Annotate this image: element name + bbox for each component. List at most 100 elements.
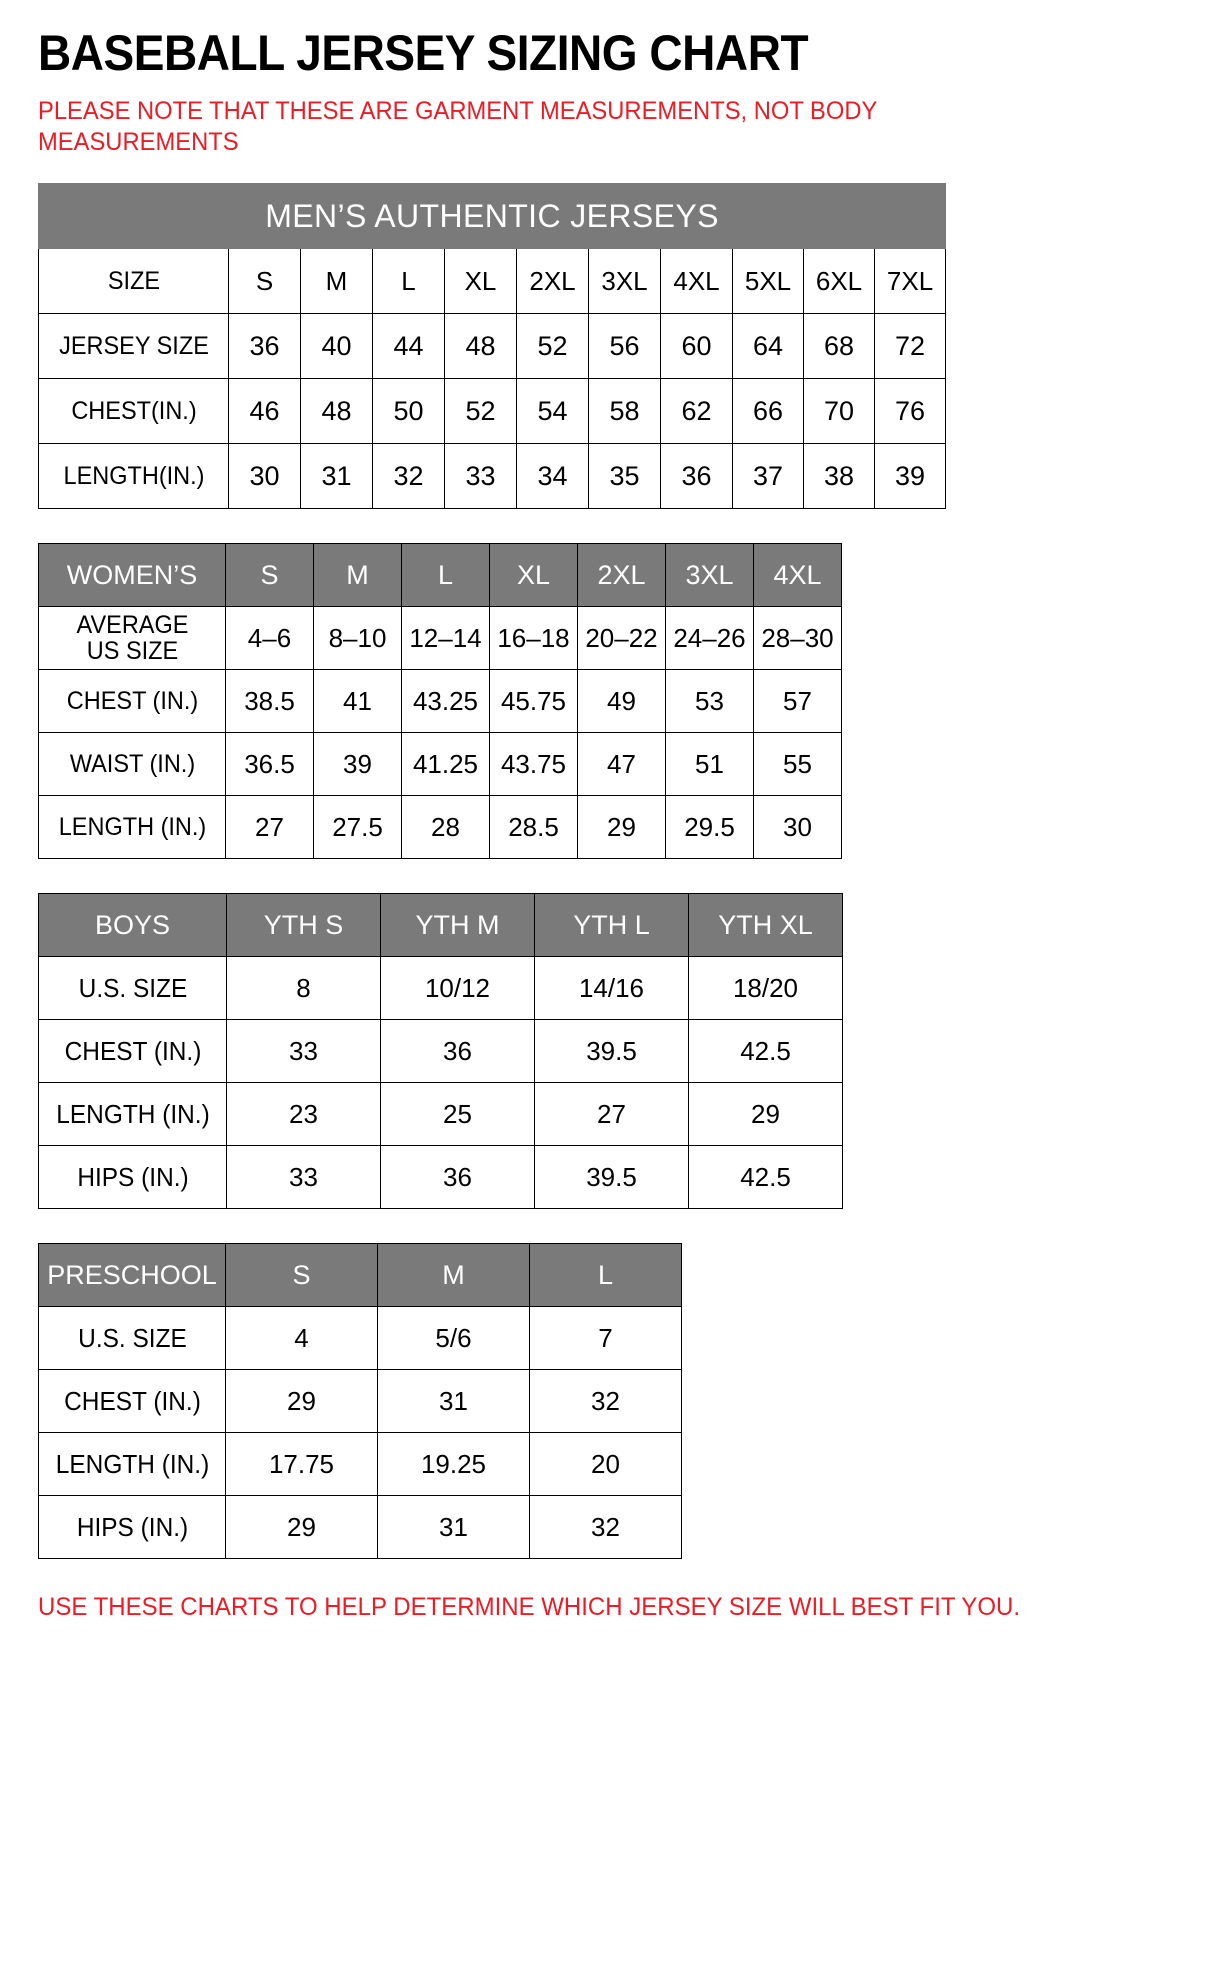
- mens-length-m: 31: [300, 443, 373, 509]
- mens-table-banner-row: MEN’S AUTHENTIC JERSEYS: [37, 183, 947, 249]
- boys-row-label-hips: HIPS (IN.): [43, 1145, 222, 1209]
- preschool-hips-l: 32: [529, 1495, 682, 1559]
- mens-length-l: 32: [372, 443, 445, 509]
- preschool-row-label-hips: HIPS (IN.): [43, 1495, 221, 1559]
- table-row: LENGTH (IN.) 27 27.5 28 28.5 29 29.5 30: [39, 795, 842, 859]
- boys-us-size-yth-m: 10/12: [380, 956, 535, 1020]
- boys-length-yth-xl: 29: [688, 1082, 843, 1146]
- mens-length-4xl: 36: [660, 443, 733, 509]
- mens-col-6xl: 6XL: [803, 248, 875, 314]
- mens-length-5xl: 37: [732, 443, 804, 509]
- mens-chest-7xl: 76: [873, 378, 947, 444]
- mens-col-m: M: [300, 248, 373, 314]
- mens-col-3xl: 3XL: [588, 248, 661, 314]
- preschool-chest-s: 29: [225, 1369, 378, 1433]
- table-row: JERSEY SIZE 36 40 44 48 52 56 60 64 68 7…: [39, 313, 947, 379]
- mens-chest-l: 50: [372, 378, 445, 444]
- womens-us-size-2xl: 20–22: [577, 606, 666, 670]
- mens-length-3xl: 35: [588, 443, 661, 509]
- mens-col-4xl: 4XL: [660, 248, 733, 314]
- preschool-corner-label: PRESCHOOL: [38, 1243, 226, 1307]
- boys-chest-yth-m: 36: [380, 1019, 535, 1083]
- womens-chest-xl: 45.75: [489, 669, 578, 733]
- preschool-hips-m: 31: [377, 1495, 530, 1559]
- table-row: U.S. SIZE 8 10/12 14/16 18/20: [39, 956, 843, 1020]
- mens-jersey-size-3xl: 56: [588, 313, 661, 379]
- preschool-col-m: M: [377, 1243, 530, 1307]
- boys-hips-yth-s: 33: [226, 1145, 381, 1209]
- mens-jersey-size-4xl: 60: [660, 313, 733, 379]
- womens-col-xl: XL: [489, 543, 578, 607]
- boys-col-yth-s: YTH S: [226, 893, 381, 957]
- preschool-column-header-row: PRESCHOOL S M L: [38, 1243, 682, 1307]
- womens-us-size-3xl: 24–26: [665, 606, 754, 670]
- boys-chest-yth-s: 33: [226, 1019, 381, 1083]
- mens-col-xl: XL: [444, 248, 517, 314]
- womens-row-label-average-us-size: AVERAGE US SIZE: [43, 606, 221, 670]
- womens-waist-l: 41.25: [401, 732, 490, 796]
- table-row: LENGTH(IN.) 30 31 32 33 34 35 36 37 38 3…: [39, 443, 947, 509]
- table-row: U.S. SIZE 4 5/6 7: [39, 1306, 682, 1370]
- mens-col-s: S: [228, 248, 301, 314]
- boys-hips-yth-xl: 42.5: [688, 1145, 843, 1209]
- boys-chest-yth-xl: 42.5: [688, 1019, 843, 1083]
- womens-us-size-m: 8–10: [313, 606, 402, 670]
- womens-length-m: 27.5: [313, 795, 402, 859]
- preschool-col-l: L: [529, 1243, 682, 1307]
- preschool-col-s: S: [225, 1243, 378, 1307]
- womens-length-3xl: 29.5: [665, 795, 754, 859]
- boys-length-yth-l: 27: [534, 1082, 689, 1146]
- womens-waist-4xl: 55: [753, 732, 842, 796]
- mens-sizing-table: MEN’S AUTHENTIC JERSEYS SIZE S M L XL 2X…: [37, 183, 947, 509]
- womens-sizing-table: WOMEN’S S M L XL 2XL 3XL 4XL AVERAGE US …: [38, 543, 842, 859]
- preschool-chest-m: 31: [377, 1369, 530, 1433]
- table-row: LENGTH (IN.) 17.75 19.25 20: [39, 1432, 682, 1496]
- mens-chest-6xl: 70: [803, 378, 875, 444]
- mens-jersey-size-l: 44: [372, 313, 445, 379]
- mens-jersey-size-6xl: 68: [803, 313, 875, 379]
- womens-chest-s: 38.5: [225, 669, 314, 733]
- womens-us-size-s: 4–6: [225, 606, 314, 670]
- womens-waist-s: 36.5: [225, 732, 314, 796]
- mens-chest-3xl: 58: [588, 378, 661, 444]
- mens-length-xl: 33: [444, 443, 517, 509]
- boys-row-label-chest: CHEST (IN.): [43, 1019, 222, 1083]
- womens-length-s: 27: [225, 795, 314, 859]
- womens-us-size-xl: 16–18: [489, 606, 578, 670]
- womens-waist-m: 39: [313, 732, 402, 796]
- womens-chest-4xl: 57: [753, 669, 842, 733]
- mens-length-6xl: 38: [803, 443, 875, 509]
- womens-length-2xl: 29: [577, 795, 666, 859]
- sizing-chart-page: BASEBALL JERSEY SIZING CHART PLEASE NOTE…: [37, 28, 1020, 1621]
- preschool-sizing-table: PRESCHOOL S M L U.S. SIZE 4 5/6 7 CHEST …: [38, 1243, 682, 1559]
- womens-chest-m: 41: [313, 669, 402, 733]
- mens-jersey-size-xl: 48: [444, 313, 517, 379]
- mens-jersey-size-s: 36: [228, 313, 301, 379]
- boys-length-yth-m: 25: [380, 1082, 535, 1146]
- boys-hips-yth-m: 36: [380, 1145, 535, 1209]
- mens-jersey-size-2xl: 52: [516, 313, 589, 379]
- womens-avg-label-line1: AVERAGE: [76, 610, 188, 639]
- mens-chest-m: 48: [300, 378, 373, 444]
- mens-chest-2xl: 54: [516, 378, 589, 444]
- womens-us-size-4xl: 28–30: [753, 606, 842, 670]
- preschool-row-label-us-size: U.S. SIZE: [43, 1306, 221, 1370]
- womens-chest-l: 43.25: [401, 669, 490, 733]
- mens-chest-5xl: 66: [732, 378, 804, 444]
- boys-col-yth-l: YTH L: [534, 893, 689, 957]
- boys-us-size-yth-xl: 18/20: [688, 956, 843, 1020]
- womens-chest-3xl: 53: [665, 669, 754, 733]
- womens-chest-2xl: 49: [577, 669, 666, 733]
- mens-chest-xl: 52: [444, 378, 517, 444]
- womens-length-l: 28: [401, 795, 490, 859]
- womens-col-m: M: [313, 543, 402, 607]
- mens-jersey-size-5xl: 64: [732, 313, 804, 379]
- preschool-row-label-chest: CHEST (IN.): [43, 1369, 221, 1433]
- womens-waist-3xl: 51: [665, 732, 754, 796]
- womens-col-l: L: [401, 543, 490, 607]
- womens-waist-2xl: 47: [577, 732, 666, 796]
- table-row: HIPS (IN.) 33 36 39.5 42.5: [39, 1145, 843, 1209]
- boys-col-yth-xl: YTH XL: [688, 893, 843, 957]
- womens-us-size-l: 12–14: [401, 606, 490, 670]
- preschool-length-s: 17.75: [225, 1432, 378, 1496]
